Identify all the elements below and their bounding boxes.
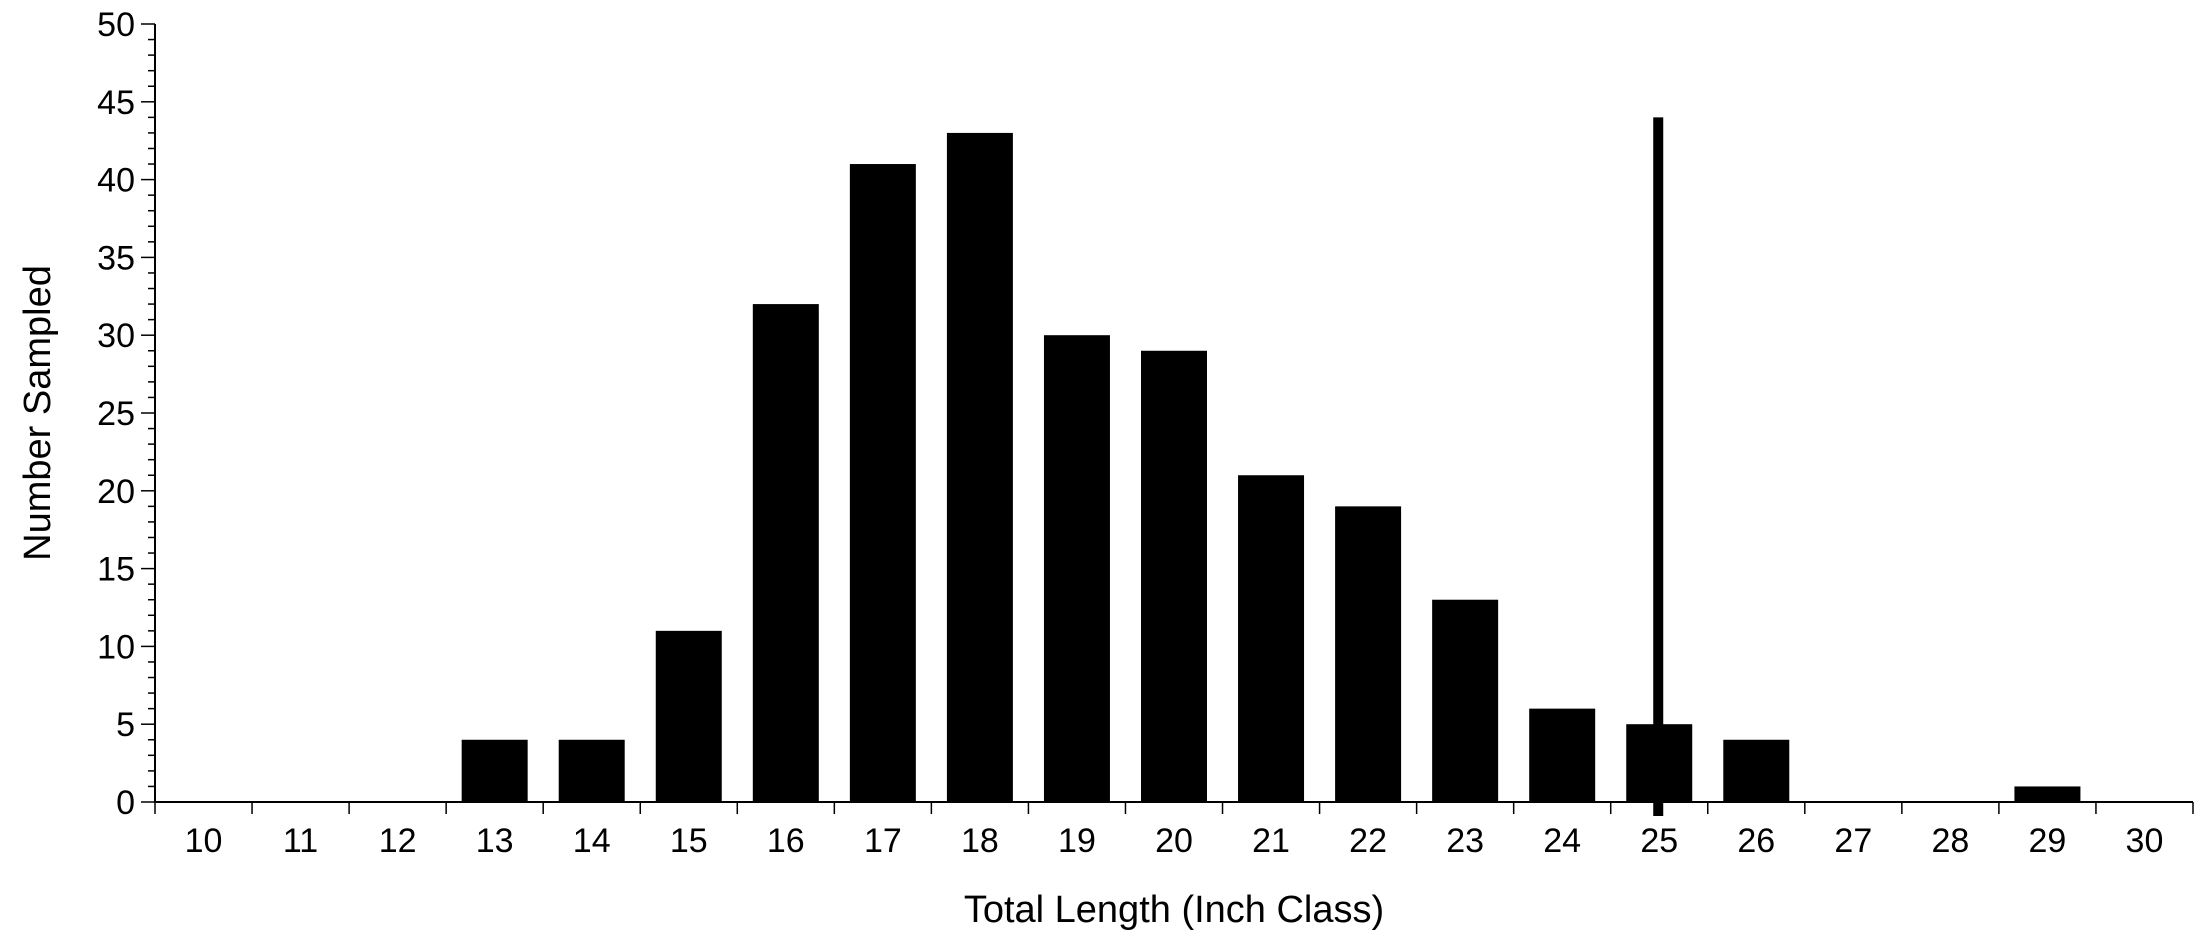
y-tick-label: 45 (97, 84, 135, 122)
bar-22 (1335, 506, 1402, 802)
y-axis-title: Number Sampled (17, 265, 59, 561)
bars (461, 132, 2081, 803)
y-tick-label: 5 (116, 706, 135, 744)
bar-24 (1529, 708, 1596, 802)
bar-14 (558, 739, 625, 802)
x-tick-label: 25 (1640, 822, 1678, 860)
bar-21 (1238, 475, 1305, 802)
x-tick-label: 29 (2029, 822, 2067, 860)
x-tick-label: 21 (1252, 822, 1290, 860)
bar-20 (1141, 350, 1207, 802)
bar-18 (946, 132, 1013, 803)
y-tick-label: 30 (97, 317, 135, 355)
y-tick-label: 20 (97, 473, 135, 511)
x-ticks: 10 11 12 13 14 15 16 17 18 19 20 21 22 23 24 25 26 27 28 29… (154, 802, 2194, 860)
x-tick-label: 19 (1058, 822, 1096, 860)
x-tick-label: 14 (573, 822, 611, 860)
x-tick-label: 15 (670, 822, 708, 860)
x-tick-label: 16 (767, 822, 805, 860)
bar-29 (2014, 786, 2081, 802)
bar-19 (1043, 335, 1110, 802)
x-tick-label: 28 (1931, 822, 1969, 860)
bar-17 (849, 164, 916, 803)
y-tick-label: 10 (97, 628, 135, 666)
x-tick-label: 22 (1349, 822, 1387, 860)
y-tick-label: 15 (97, 551, 135, 589)
x-tick-label: 23 (1446, 822, 1484, 860)
x-axis-title: Total Length (Inch Class) (964, 889, 1384, 931)
reference-line (1653, 117, 1664, 817)
x-tick-label: 17 (864, 822, 902, 860)
y-tick-label: 40 (97, 162, 135, 200)
reference-marker (1653, 117, 1664, 817)
y-tick-label: 35 (97, 239, 135, 277)
y-ticks: 0 5 10 15 20 25 30 35 40 45 50 (97, 6, 155, 822)
x-tick-label: 24 (1543, 822, 1581, 860)
x-tick-label: 27 (1834, 822, 1872, 860)
bar-15 (655, 630, 722, 802)
x-tick-label: 18 (961, 822, 999, 860)
x-tick-label: 26 (1737, 822, 1775, 860)
y-tick-label: 0 (116, 784, 135, 822)
bar-16 (752, 304, 819, 802)
x-tick-label: 10 (185, 822, 223, 860)
y-tick-label: 25 (97, 395, 135, 433)
x-tick-label: 11 (283, 822, 318, 860)
bar-26 (1723, 739, 1790, 802)
y-axis: 0 5 10 15 20 25 30 35 40 45 50 (97, 6, 156, 822)
x-axis: 10 11 12 13 14 15 16 17 18 19 20 21 22 23 24 25 26 27 28 29… (154, 801, 2194, 860)
x-tick-label: 30 (2126, 822, 2164, 860)
y-tick-label: 50 (97, 6, 135, 44)
x-tick-label: 20 (1155, 822, 1193, 860)
bar-13 (461, 739, 528, 802)
bar-23 (1432, 599, 1499, 802)
x-tick-label: 12 (379, 822, 417, 860)
x-tick-label: 13 (476, 822, 514, 860)
